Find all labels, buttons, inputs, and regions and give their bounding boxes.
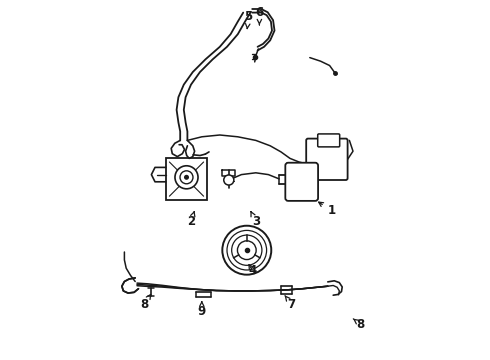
Text: 6: 6 [255,6,264,25]
Text: 3: 3 [251,212,260,228]
Text: 8: 8 [140,294,151,311]
Text: 9: 9 [197,302,206,318]
FancyBboxPatch shape [318,134,340,147]
Circle shape [238,241,256,260]
Text: 4: 4 [248,264,256,276]
Circle shape [222,226,271,275]
Circle shape [184,175,189,180]
Circle shape [224,175,234,185]
Text: 8: 8 [353,318,365,330]
Text: 1: 1 [318,202,336,217]
Text: 5: 5 [245,10,253,28]
FancyBboxPatch shape [306,139,347,180]
Circle shape [175,166,198,189]
FancyBboxPatch shape [285,163,318,201]
Text: 7: 7 [285,296,296,311]
Text: 2: 2 [187,212,195,228]
